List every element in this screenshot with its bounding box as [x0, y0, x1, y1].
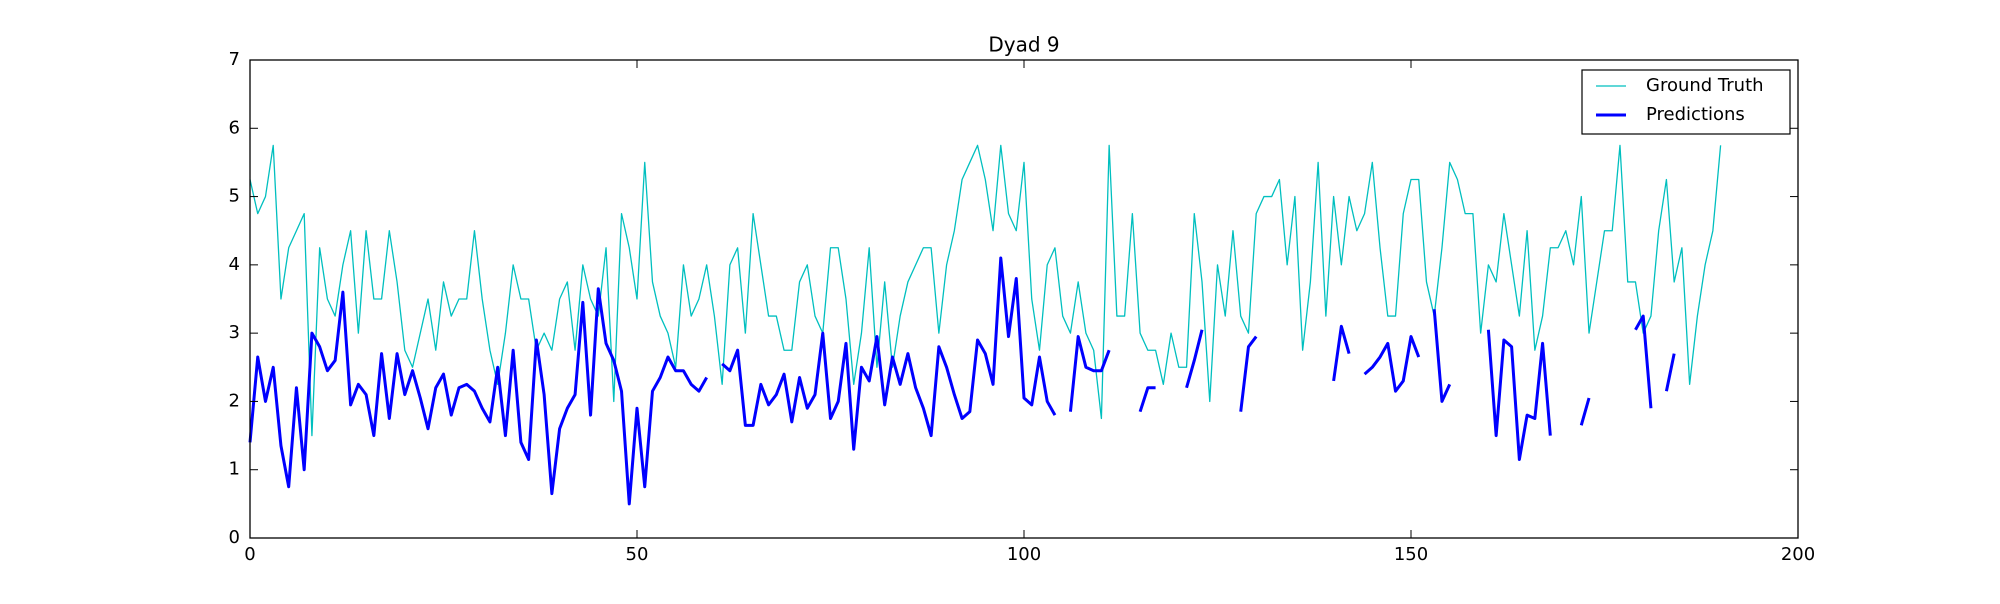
- y-tick-label: 2: [229, 390, 240, 411]
- x-tick-label: 150: [1394, 544, 1428, 565]
- legend-label: Ground Truth: [1646, 75, 1764, 96]
- y-tick-label: 0: [229, 527, 240, 548]
- y-tick-label: 5: [229, 186, 240, 207]
- y-tick-label: 6: [229, 117, 240, 138]
- y-tick-label: 1: [229, 459, 240, 480]
- x-tick-label: 0: [244, 544, 255, 565]
- legend-box: [1581, 69, 1791, 135]
- data-line: [249, 144, 1722, 437]
- y-tick-label: 7: [229, 49, 240, 70]
- data-line: [248, 256, 1676, 506]
- x-tick-label: 100: [1007, 544, 1041, 565]
- x-tick-label: 200: [1781, 544, 1815, 565]
- y-tick-label: 4: [229, 254, 240, 275]
- y-tick-label: 3: [229, 322, 240, 343]
- chart-title: Dyad 9: [988, 33, 1059, 57]
- x-tick-label: 50: [626, 544, 649, 565]
- legend-label: Predictions: [1646, 104, 1745, 125]
